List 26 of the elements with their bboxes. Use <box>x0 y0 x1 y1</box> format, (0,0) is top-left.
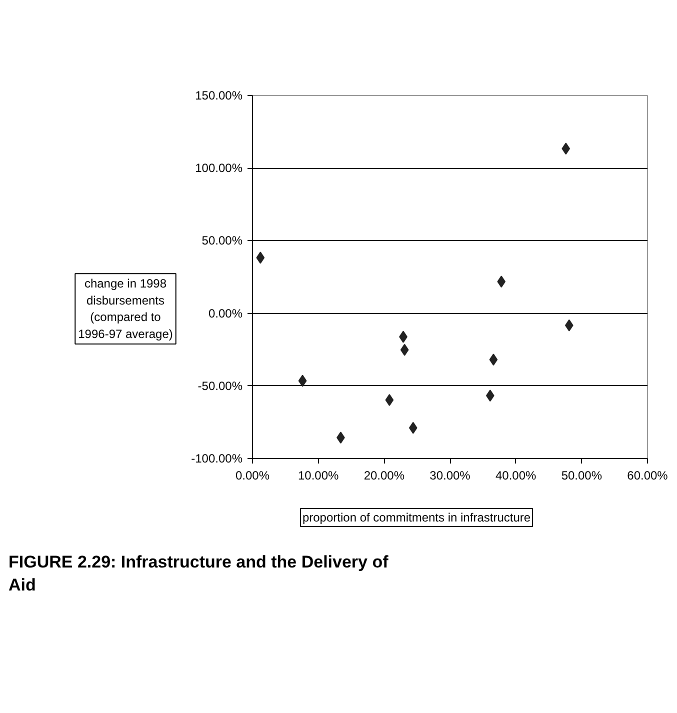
x-tick-label: 30.00% <box>430 468 471 482</box>
x-tick-label: 20.00% <box>364 468 405 482</box>
point <box>256 252 265 264</box>
x-tick-label: 40.00% <box>495 468 537 482</box>
point <box>486 390 494 402</box>
x-tick-label: 0.00% <box>235 468 270 482</box>
y-axis-title: change in 1998 disbursements (compared to 1996-97 average) <box>78 276 173 342</box>
point <box>562 142 570 155</box>
x-tick-label: 10.00% <box>298 468 340 482</box>
point <box>564 319 574 332</box>
y-tick-label: 0.00% <box>208 306 243 320</box>
y-tick-label: 150.00% <box>195 88 243 102</box>
text: FIGURE 2.29: Infrastructure and the Delivery of Aid <box>8 552 389 594</box>
point <box>400 344 409 356</box>
point <box>408 422 418 434</box>
point <box>298 374 307 387</box>
x-tick-label: 60.00% <box>627 468 668 482</box>
y-tick-label: -50.00% <box>198 378 243 393</box>
y-tick-label: 50.00% <box>202 234 243 248</box>
point <box>489 354 498 366</box>
y-tick-label: 100.00% <box>195 161 243 176</box>
y-tick-label: -100.00% <box>191 452 243 466</box>
x-tick-label: 50.00% <box>561 468 602 482</box>
point <box>385 394 394 406</box>
x-axis-title: proportion of commitments in infrastructure <box>302 510 531 524</box>
point <box>497 276 506 288</box>
